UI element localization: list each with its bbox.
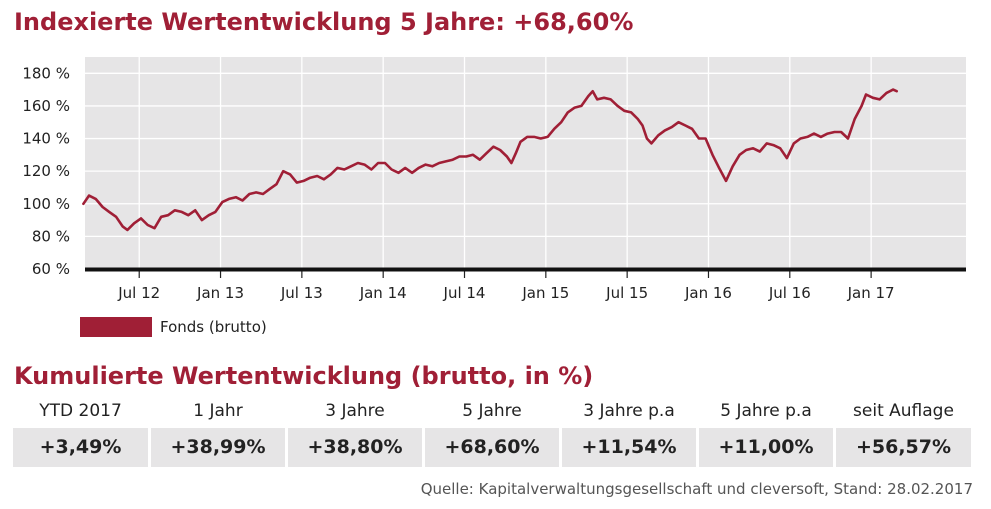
x-tick-label: Jan 17 bbox=[847, 284, 895, 302]
perf-column-5-jahre-pa: 5 Jahre p.a +11,00% bbox=[699, 398, 833, 467]
x-tick-label: Jan 14 bbox=[359, 284, 407, 302]
chart-legend: Fonds (brutto) bbox=[80, 317, 267, 337]
y-tick-label: 160 % bbox=[22, 97, 70, 115]
y-tick-label: 140 % bbox=[22, 130, 70, 148]
x-tick-label: Jan 16 bbox=[684, 284, 732, 302]
x-axis-tick-labels: Jul 12 Jan 13 Jul 13 Jan 14 Jul 14 Jan 15 Jul … bbox=[117, 284, 894, 302]
perf-value: +68,60% bbox=[425, 428, 559, 467]
y-tick-label: 120 % bbox=[22, 162, 70, 180]
perf-header: seit Auflage bbox=[853, 401, 954, 421]
x-tick-label: Jul 15 bbox=[605, 284, 648, 302]
x-tick-label: Jul 16 bbox=[768, 284, 811, 302]
perf-header: 3 Jahre bbox=[325, 401, 385, 421]
legend-swatch-fonds bbox=[80, 317, 152, 337]
perf-column-5-jahre: 5 Jahre +68,60% bbox=[425, 398, 559, 467]
series-layer bbox=[82, 88, 898, 232]
plot-background bbox=[85, 57, 966, 269]
y-axis-tick-labels: 60 % 80 % 100 % 120 % 140 % 160 % 180 % bbox=[22, 64, 70, 278]
x-tick-label: Jul 12 bbox=[117, 284, 160, 302]
y-tick-label: 180 % bbox=[22, 64, 70, 82]
perf-column-1-jahr: 1 Jahr +38,99% bbox=[151, 398, 285, 467]
perf-value: +3,49% bbox=[13, 428, 148, 467]
x-tick-label: Jul 14 bbox=[443, 284, 486, 302]
perf-value: +11,00% bbox=[699, 428, 833, 467]
perf-value: +38,99% bbox=[151, 428, 285, 467]
perf-column-seit-auflage: seit Auflage +56,57% bbox=[836, 398, 971, 467]
perf-header: 3 Jahre p.a bbox=[583, 401, 675, 421]
series-line-fonds bbox=[82, 88, 898, 232]
perf-header: 5 Jahre p.a bbox=[720, 401, 812, 421]
perf-value: +56,57% bbox=[836, 428, 971, 467]
perf-column-ytd: YTD 2017 +3,49% bbox=[13, 398, 148, 467]
perf-value: +11,54% bbox=[562, 428, 696, 467]
performance-table-title: Kumulierte Wertentwicklung (brutto, in %… bbox=[14, 362, 594, 390]
x-tick-label: Jul 13 bbox=[280, 284, 323, 302]
y-tick-label: 60 % bbox=[32, 260, 70, 278]
y-tick-label: 80 % bbox=[32, 227, 70, 245]
chart-title: Indexierte Wertentwicklung 5 Jahre: +68,… bbox=[14, 8, 634, 36]
x-tick-label: Jan 13 bbox=[196, 284, 244, 302]
perf-value: +38,80% bbox=[288, 428, 422, 467]
performance-table: YTD 2017 +3,49% 1 Jahr +38,99% 3 Jahre +… bbox=[13, 398, 971, 467]
perf-column-3-jahre: 3 Jahre +38,80% bbox=[288, 398, 422, 467]
perf-header: YTD 2017 bbox=[39, 401, 122, 421]
perf-header: 1 Jahr bbox=[193, 401, 243, 421]
source-note: Quelle: Kapitalverwaltungsgesellschaft u… bbox=[420, 480, 973, 498]
y-tick-label: 100 % bbox=[22, 195, 70, 213]
perf-header: 5 Jahre bbox=[462, 401, 522, 421]
x-tick-label: Jan 15 bbox=[521, 284, 569, 302]
perf-column-3-jahre-pa: 3 Jahre p.a +11,54% bbox=[562, 398, 696, 467]
legend-label-fonds: Fonds (brutto) bbox=[160, 318, 267, 336]
performance-line-chart: 60 % 80 % 100 % 120 % 140 % 160 % 180 % Jul 12… bbox=[22, 57, 966, 302]
